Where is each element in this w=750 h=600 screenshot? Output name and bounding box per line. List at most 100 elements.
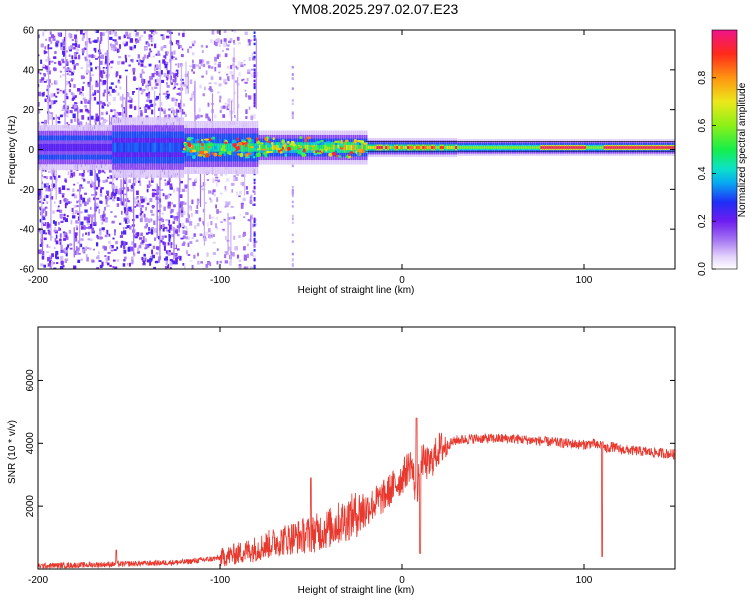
noise-cell	[76, 211, 79, 213]
noise-cell	[100, 74, 104, 79]
noise-cell	[243, 59, 246, 62]
band-cell	[393, 146, 396, 149]
noise-cell	[90, 206, 92, 210]
noise-cell	[174, 253, 177, 256]
noise-cell	[57, 205, 60, 210]
noise-cell	[101, 221, 104, 225]
noise-cell	[116, 197, 120, 201]
noise-cell	[135, 204, 139, 207]
noise-cell	[93, 197, 95, 201]
noise-cell	[161, 218, 165, 223]
noise-cell	[176, 118, 179, 122]
x-tick-label: 0	[399, 575, 405, 586]
band-cell	[363, 144, 366, 151]
noise-cell	[174, 150, 177, 155]
noise-cell	[291, 192, 294, 196]
noise-cell	[152, 147, 155, 150]
noise-cell	[253, 38, 256, 41]
noise-cell	[253, 264, 256, 268]
band-cell	[348, 144, 351, 151]
noise-cell	[108, 233, 111, 237]
noise-cell	[141, 68, 144, 74]
noise-cell	[125, 41, 128, 46]
band-blob	[182, 148, 186, 151]
band-blob	[284, 143, 287, 147]
noise-cell	[153, 30, 157, 33]
noise-cell	[133, 176, 136, 180]
noise-cell	[182, 241, 186, 245]
band-blob	[192, 155, 196, 160]
noise-cell	[109, 166, 112, 170]
noise-cell	[143, 65, 147, 68]
noise-cell	[99, 100, 103, 105]
band-blob	[309, 146, 313, 150]
noise-cell	[151, 177, 155, 181]
noise-cell	[224, 185, 227, 191]
noise-cell	[193, 233, 196, 237]
noise-cell	[58, 227, 61, 232]
noise-cell	[126, 36, 130, 39]
band-cell	[94, 143, 97, 152]
noise-cell	[291, 186, 294, 189]
noise-cell	[45, 38, 47, 41]
noise-cell	[230, 205, 234, 208]
band-blob	[278, 144, 283, 148]
band-cell	[75, 143, 78, 152]
noise-cell	[96, 206, 99, 209]
noise-cell	[116, 48, 119, 53]
noise-cell	[253, 203, 256, 206]
band-blob	[328, 144, 333, 148]
noise-cell	[74, 64, 78, 66]
noise-cell	[110, 109, 113, 113]
noise-cell	[64, 218, 69, 223]
noise-cell	[245, 109, 248, 115]
noise-cell	[89, 165, 92, 169]
noise-cell	[147, 43, 151, 47]
noise-cell	[188, 214, 190, 220]
noise-cell	[144, 238, 148, 243]
noise-cell	[117, 190, 120, 195]
noise-cell	[217, 265, 221, 268]
band-cell	[468, 146, 471, 149]
noise-cell	[79, 109, 83, 113]
noise-cell	[105, 199, 108, 205]
noise-cell	[128, 262, 131, 267]
noise-cell	[114, 90, 117, 93]
noise-cell	[146, 104, 149, 108]
noise-cell	[201, 50, 204, 53]
noise-cell	[175, 83, 179, 86]
spectrogram-x-ticks: -200 -100 0 100	[28, 30, 593, 286]
band-blob	[356, 151, 360, 156]
band-blob	[326, 140, 331, 144]
noise-cell	[141, 71, 145, 74]
noise-cell	[60, 255, 64, 261]
noise-cell	[248, 238, 252, 242]
noise-cell	[89, 171, 93, 176]
noise-cell	[243, 254, 247, 259]
noise-cell	[226, 48, 230, 51]
noise-cell	[80, 226, 84, 230]
noise-cell	[178, 32, 181, 36]
noise-cell	[150, 228, 154, 232]
noise-cell	[195, 210, 199, 214]
noise-cell	[112, 237, 115, 240]
band-cell	[193, 143, 195, 152]
noise-cell	[185, 218, 189, 223]
noise-cell	[253, 185, 256, 189]
noise-cell	[223, 42, 227, 48]
noise-cell	[105, 111, 108, 115]
band-cell	[518, 146, 521, 149]
noise-cell	[179, 203, 182, 208]
noise-cell	[45, 51, 48, 54]
band-blob	[232, 148, 236, 151]
noise-cell	[210, 231, 213, 235]
noise-cell	[111, 141, 113, 147]
band-cell	[627, 146, 630, 149]
noise-cell	[45, 79, 49, 82]
noise-cell	[64, 203, 67, 209]
band-cell	[46, 143, 49, 152]
noise-cell	[156, 123, 160, 129]
noise-cell	[136, 247, 140, 252]
noise-cell	[96, 90, 100, 93]
noise-cell	[253, 74, 256, 77]
